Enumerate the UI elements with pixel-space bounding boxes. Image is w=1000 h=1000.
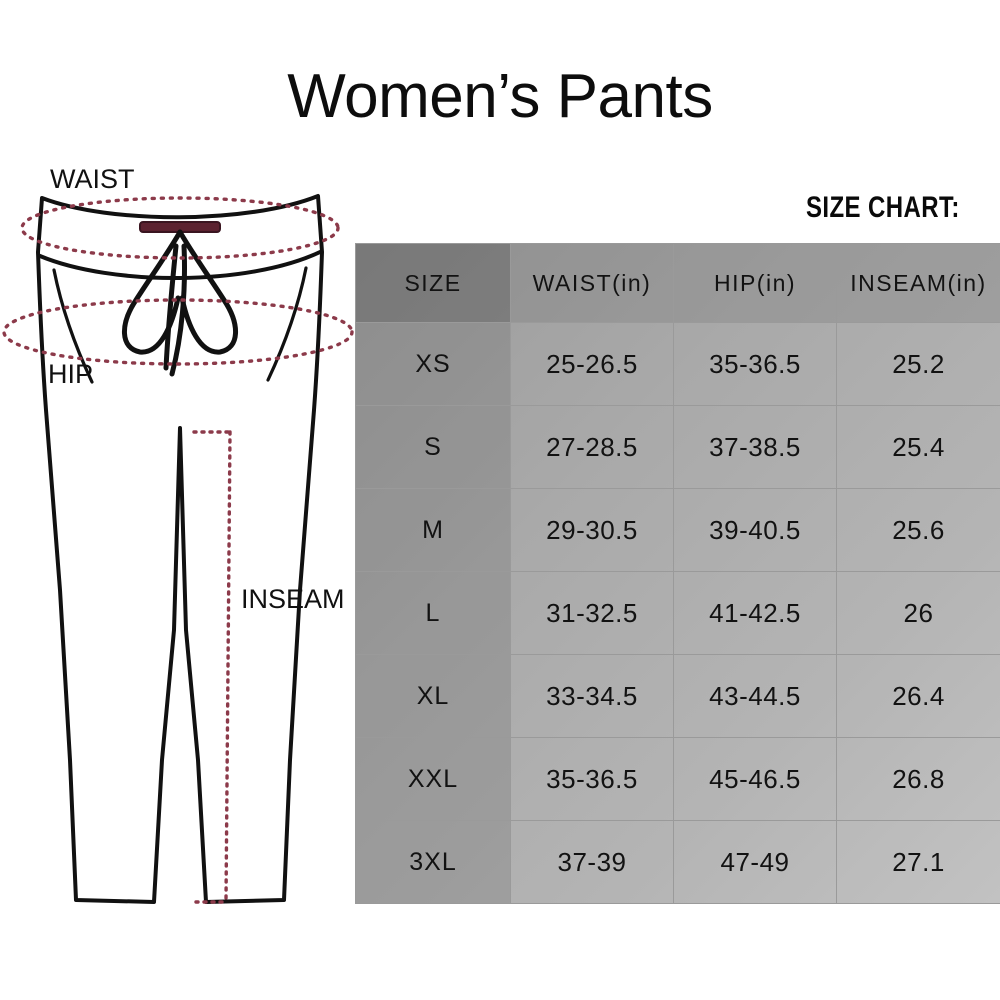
waist-measure-ellipse: [20, 196, 340, 260]
cell-size: L: [355, 571, 511, 655]
cell-hip: 45-46.5: [673, 737, 837, 821]
waistband-seam: [38, 250, 322, 280]
column-header-hip: HIP(in): [673, 243, 837, 323]
cell-inseam: 27.1: [836, 820, 1000, 904]
cell-inseam: 25.4: [836, 405, 1000, 489]
cell-waist: 31-32.5: [510, 571, 674, 655]
column-header-inseam: INSEAM(in): [836, 243, 1000, 323]
cell-size: XXL: [355, 737, 511, 821]
cell-size: XL: [355, 654, 511, 738]
cell-inseam: 26.8: [836, 737, 1000, 821]
table-row: M 29-30.5 39-40.5 25.6: [355, 488, 1000, 572]
table-row: L 31-32.5 41-42.5 26: [355, 571, 1000, 655]
cell-hip: 37-38.5: [673, 405, 837, 489]
cell-hip: 47-49: [673, 820, 837, 904]
cell-waist: 27-28.5: [510, 405, 674, 489]
cell-hip: 41-42.5: [673, 571, 837, 655]
cell-waist: 25-26.5: [510, 322, 674, 406]
pants-diagram: [0, 160, 360, 930]
cell-size: M: [355, 488, 511, 572]
table-row: XS 25-26.5 35-36.5 25.2: [355, 322, 1000, 406]
inseam-measure-line: [192, 430, 232, 904]
cell-inseam: 26.4: [836, 654, 1000, 738]
table-row: 3XL 37-39 47-49 27.1: [355, 820, 1000, 904]
hip-label: HIP: [48, 359, 94, 389]
pants-outline: [36, 194, 324, 904]
table-header-row: SIZE WAIST(in) HIP(in) INSEAM(in): [355, 243, 1000, 323]
cell-inseam: 26: [836, 571, 1000, 655]
table-row: XXL 35-36.5 45-46.5 26.8: [355, 737, 1000, 821]
cell-inseam: 25.2: [836, 322, 1000, 406]
pocket-seam-right: [266, 266, 308, 382]
drawstring-bow: [122, 229, 238, 377]
cell-hip: 35-36.5: [673, 322, 837, 406]
cell-hip: 43-44.5: [673, 654, 837, 738]
cell-waist: 33-34.5: [510, 654, 674, 738]
cell-size: S: [355, 405, 511, 489]
table-row: XL 33-34.5 43-44.5 26.4: [355, 654, 1000, 738]
column-header-waist: WAIST(in): [510, 243, 674, 323]
column-header-size: SIZE: [355, 243, 511, 323]
hip-measure-ellipse: [2, 298, 354, 366]
inseam-label: INSEAM: [241, 584, 345, 614]
cell-size: XS: [355, 322, 511, 406]
pocket-seam-left: [52, 268, 94, 384]
size-chart-table: SIZE WAIST(in) HIP(in) INSEAM(in) XS 25-…: [355, 243, 1000, 904]
waist-label: WAIST: [50, 164, 135, 194]
table-row: S 27-28.5 37-38.5 25.4: [355, 405, 1000, 489]
cell-inseam: 25.6: [836, 488, 1000, 572]
cell-waist: 37-39: [510, 820, 674, 904]
cell-waist: 35-36.5: [510, 737, 674, 821]
cell-size: 3XL: [355, 820, 511, 904]
cell-hip: 39-40.5: [673, 488, 837, 572]
page-title: Women’s Pants: [287, 62, 713, 131]
cell-waist: 29-30.5: [510, 488, 674, 572]
size-chart-heading: SIZE CHART:: [806, 191, 960, 224]
